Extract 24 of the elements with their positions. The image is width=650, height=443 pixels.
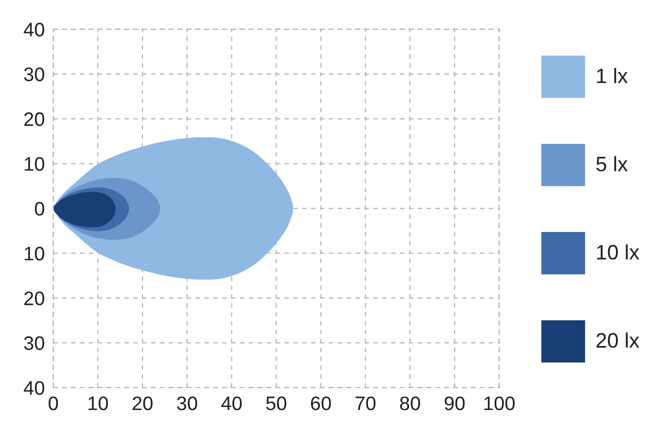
x-tick-label: 20: [132, 396, 153, 410]
x-tick-label: 80: [400, 396, 420, 410]
x-tick-label: 100: [484, 396, 515, 410]
x-tick-label: 30: [177, 396, 198, 410]
y-tick-label: 10: [24, 157, 44, 171]
y-tick-label: 0: [34, 202, 44, 216]
legend-label: 5 lx: [596, 156, 628, 172]
y-tick-label: 30: [24, 336, 44, 350]
y-tick-label: 20: [24, 112, 44, 126]
x-tick-label: 60: [311, 396, 331, 410]
legend-label: 10 lx: [597, 244, 640, 260]
x-tick-label: 40: [221, 396, 242, 410]
legend-label: 1 lx: [597, 68, 628, 84]
y-tick-label: 10: [24, 246, 44, 260]
y-tick-label: 20: [24, 291, 44, 306]
x-tick-label: 10: [88, 396, 108, 410]
y-tick-label: 40: [24, 22, 44, 36]
x-tick-label: 0: [48, 396, 58, 410]
x-tick-label: 70: [356, 396, 376, 410]
x-tick-label: 90: [444, 396, 465, 410]
y-tick-label: 30: [24, 68, 44, 82]
x-tick-label: 50: [266, 396, 286, 410]
y-tick-label: 40: [24, 381, 44, 395]
legend-label: 20 lx: [596, 332, 640, 348]
